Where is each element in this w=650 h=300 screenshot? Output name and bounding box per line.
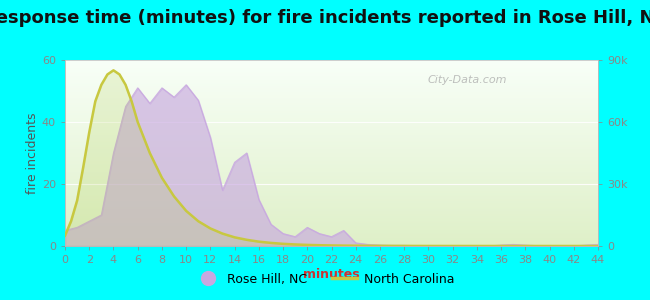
Text: Response time (minutes) for fire incidents reported in Rose Hill, NC: Response time (minutes) for fire inciden… <box>0 9 650 27</box>
X-axis label: minutes: minutes <box>303 268 360 281</box>
Y-axis label: fire incidents: fire incidents <box>26 112 39 194</box>
Text: City-Data.com: City-Data.com <box>428 75 507 85</box>
Legend: Rose Hill, NC, North Carolina: Rose Hill, NC, North Carolina <box>191 268 459 291</box>
